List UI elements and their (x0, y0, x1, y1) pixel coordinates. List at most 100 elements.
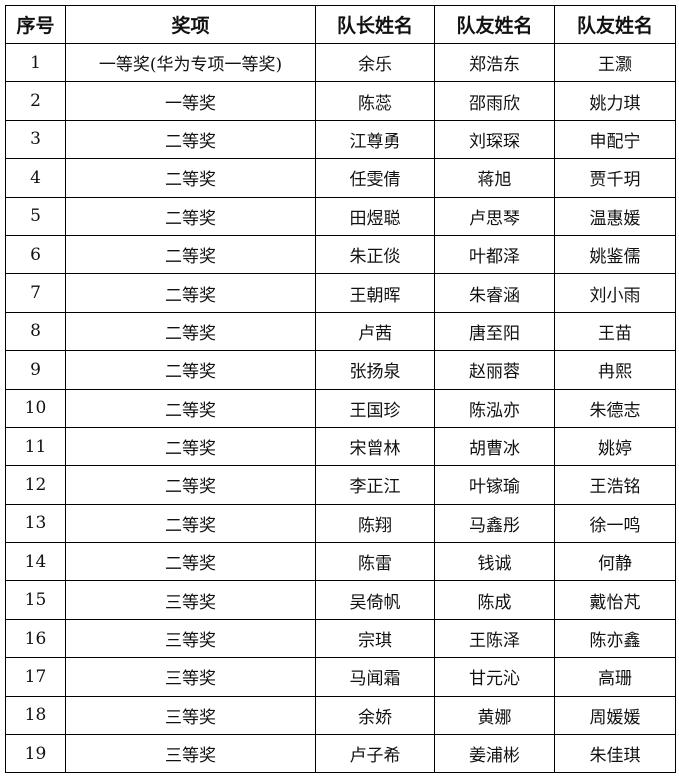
cell-index: 2 (5, 81, 66, 121)
cell-award: 二等奖 (65, 542, 316, 582)
cell-index: 10 (5, 388, 66, 428)
cell-teammate-2: 姚力琪 (554, 81, 676, 121)
table-row: 14 二等奖 陈雷 钱诚 何静 (5, 542, 676, 582)
cell-captain: 陈蕊 (315, 81, 435, 121)
header-teammate-2: 队友姓名 (554, 5, 676, 44)
cell-index: 18 (5, 695, 66, 736)
table-row: 7 二等奖 王朝晖 朱睿涵 刘小雨 (5, 273, 676, 313)
cell-teammate-2: 姚鉴儒 (554, 234, 676, 275)
cell-teammate-1: 唐至阳 (434, 311, 555, 352)
cell-index: 9 (5, 350, 66, 390)
cell-index: 14 (5, 542, 66, 582)
cell-captain: 吴倚帆 (315, 580, 435, 620)
cell-teammate-2: 王浩铭 (554, 465, 676, 505)
cell-index: 3 (5, 119, 66, 160)
cell-teammate-1: 马鑫彤 (434, 503, 555, 544)
cell-captain: 陈雷 (315, 542, 435, 582)
cell-captain: 李正江 (315, 465, 435, 505)
cell-teammate-1: 甘元沁 (434, 657, 555, 697)
cell-teammate-2: 贾千玥 (554, 158, 676, 198)
cell-captain: 宗琪 (315, 618, 435, 659)
table-row: 8 二等奖 卢茜 唐至阳 王苗 (5, 311, 676, 352)
cell-captain: 卢子希 (315, 734, 435, 774)
table-row: 9 二等奖 张扬泉 赵丽蓉 冉熙 (5, 350, 676, 390)
cell-award: 三等奖 (65, 695, 316, 736)
table-row: 11 二等奖 宋曾林 胡曹冰 姚婷 (5, 426, 676, 467)
cell-teammate-2: 周媛媛 (554, 695, 676, 736)
header-captain: 队长姓名 (315, 5, 435, 44)
cell-award: 二等奖 (65, 119, 316, 160)
table-row: 2 一等奖 陈蕊 邵雨欣 姚力琪 (5, 81, 676, 121)
cell-teammate-1: 朱睿涵 (434, 273, 555, 313)
cell-teammate-1: 胡曹冰 (434, 426, 555, 467)
table-row: 3 二等奖 江尊勇 刘琛琛 申配宁 (5, 119, 676, 160)
header-award: 奖项 (65, 5, 316, 44)
cell-teammate-1: 陈泓亦 (434, 388, 555, 428)
cell-teammate-1: 叶镓瑜 (434, 465, 555, 505)
cell-captain: 余乐 (315, 42, 435, 83)
table-row: 4 二等奖 任雯倩 蒋旭 贾千玥 (5, 158, 676, 198)
table-row: 13 二等奖 陈翔 马鑫彤 徐一鸣 (5, 503, 676, 544)
cell-teammate-2: 戴怡芃 (554, 580, 676, 620)
cell-index: 5 (5, 196, 66, 236)
cell-teammate-1: 王陈泽 (434, 618, 555, 659)
cell-teammate-2: 朱佳琪 (554, 734, 676, 774)
cell-teammate-1: 郑浩东 (434, 42, 555, 83)
cell-teammate-1: 钱诚 (434, 542, 555, 582)
cell-teammate-2: 王苗 (554, 311, 676, 352)
table-row: 12 二等奖 李正江 叶镓瑜 王浩铭 (5, 465, 676, 505)
cell-award: 二等奖 (65, 158, 316, 198)
cell-award: 二等奖 (65, 273, 316, 313)
table-row: 18 三等奖 余娇 黄娜 周媛媛 (5, 695, 676, 736)
table-row: 16 三等奖 宗琪 王陈泽 陈亦鑫 (5, 618, 676, 659)
cell-award: 三等奖 (65, 618, 316, 659)
cell-index: 8 (5, 311, 66, 352)
cell-captain: 张扬泉 (315, 350, 435, 390)
cell-teammate-2: 陈亦鑫 (554, 618, 676, 659)
header-row: 序号 奖项 队长姓名 队友姓名 队友姓名 (5, 5, 676, 44)
header-index: 序号 (5, 5, 66, 44)
cell-captain: 朱正倓 (315, 234, 435, 275)
award-table: 序号 奖项 队长姓名 队友姓名 队友姓名 1 一等奖(华为专项一等奖) 余乐 郑浩东王… (5, 5, 676, 774)
cell-captain: 江尊勇 (315, 119, 435, 160)
cell-index: 1 (5, 42, 66, 83)
cell-award: 二等奖 (65, 503, 316, 544)
table-row: 6 二等奖 朱正倓 叶都泽 姚鉴儒 (5, 234, 676, 275)
cell-teammate-2: 徐一鸣 (554, 503, 676, 544)
cell-index: 17 (5, 657, 66, 697)
cell-index: 4 (5, 158, 66, 198)
cell-award: 一等奖(华为专项一等奖) (65, 42, 316, 83)
cell-teammate-1: 蒋旭 (434, 158, 555, 198)
cell-index: 13 (5, 503, 66, 544)
cell-teammate-2: 申配宁 (554, 119, 676, 160)
cell-award: 二等奖 (65, 234, 316, 275)
cell-teammate-1: 陈成 (434, 580, 555, 620)
cell-teammate-1: 赵丽蓉 (434, 350, 555, 390)
cell-teammate-1: 邵雨欣 (434, 81, 555, 121)
table-row: 19 三等奖 卢子希 姜浦彬 朱佳琪 (5, 734, 676, 774)
cell-captain: 余娇 (315, 695, 435, 736)
cell-teammate-1: 黄娜 (434, 695, 555, 736)
header-teammate-1: 队友姓名 (434, 5, 555, 44)
table-row: 15 三等奖 吴倚帆 陈成 戴怡芃 (5, 580, 676, 620)
cell-index: 6 (5, 234, 66, 275)
cell-index: 12 (5, 465, 66, 505)
cell-captain: 陈翔 (315, 503, 435, 544)
cell-teammate-2: 王灏 (554, 42, 676, 83)
cell-teammate-2: 何静 (554, 542, 676, 582)
cell-index: 16 (5, 618, 66, 659)
cell-index: 11 (5, 426, 66, 467)
cell-teammate-2: 姚婷 (554, 426, 676, 467)
cell-teammate-1: 姜浦彬 (434, 734, 555, 774)
cell-award: 二等奖 (65, 388, 316, 428)
cell-captain: 宋曾林 (315, 426, 435, 467)
table-row: 5 二等奖 田煜聪 卢思琴 温惠媛 (5, 196, 676, 236)
cell-award: 三等奖 (65, 734, 316, 774)
cell-award: 二等奖 (65, 196, 316, 236)
cell-teammate-1: 刘琛琛 (434, 119, 555, 160)
table-row: 17 三等奖 马闻霜 甘元沁 高珊 (5, 657, 676, 697)
cell-captain: 马闻霜 (315, 657, 435, 697)
cell-teammate-2: 冉熙 (554, 350, 676, 390)
cell-award: 二等奖 (65, 465, 316, 505)
cell-teammate-1: 叶都泽 (434, 234, 555, 275)
